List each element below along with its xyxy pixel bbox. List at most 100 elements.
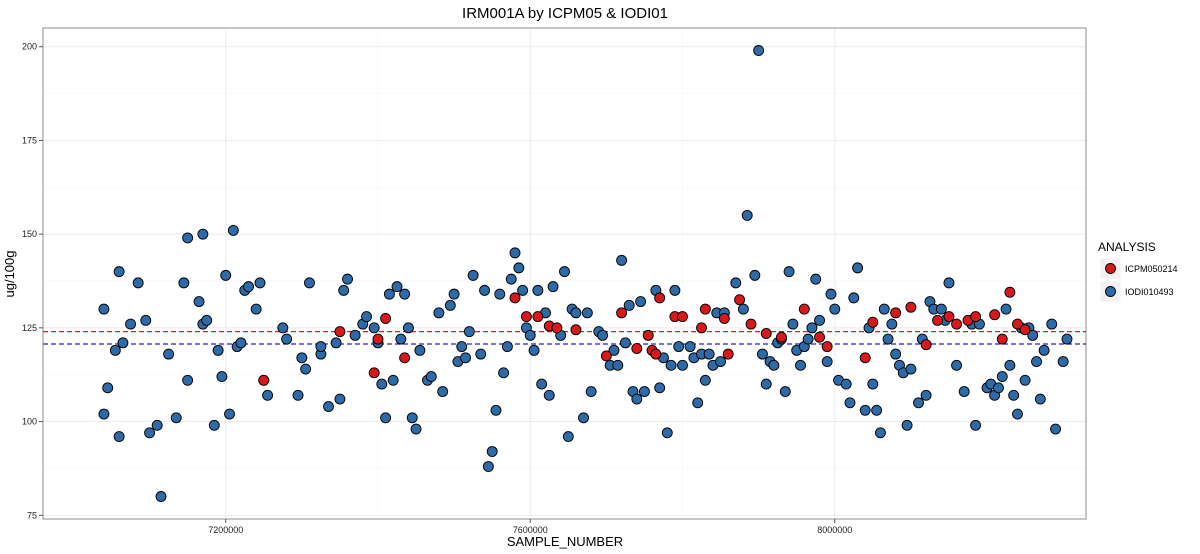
data-point-iodi010493 [1034, 393, 1046, 405]
data-point-iodi010493 [163, 348, 175, 360]
y-tick-label: 125 [22, 323, 37, 333]
data-point-iodi010493 [262, 389, 274, 401]
data-point-icpm050214 [380, 313, 392, 324]
axis-ticks: 75 100 125 150 175 200 7200000 7600000 8000000 [22, 42, 852, 535]
data-point-icpm050214 [551, 322, 563, 334]
data-point-iodi010493 [825, 288, 837, 300]
data-point-icpm050214 [699, 303, 711, 315]
data-point-icpm050214 [654, 292, 666, 304]
data-point-icpm050214 [943, 311, 955, 323]
data-point-iodi010493 [1027, 329, 1039, 341]
data-point-iodi010493 [1061, 333, 1073, 345]
data-point-iodi010493 [886, 318, 898, 330]
data-point-icpm050214 [821, 341, 833, 353]
data-point-iodi010493 [756, 348, 768, 360]
data-point-iodi010493 [859, 404, 871, 416]
data-point-iodi010493 [208, 419, 220, 431]
data-point-iodi010493 [498, 367, 510, 379]
data-point-icpm050214 [1004, 286, 1016, 298]
data-point-iodi010493 [692, 397, 704, 409]
data-point-icpm050214 [905, 301, 917, 313]
legend-title: ANALYSIS [1098, 240, 1156, 254]
data-point-iodi010493 [395, 333, 407, 345]
data-point-iodi010493 [467, 269, 479, 281]
data-point-icpm050214 [1012, 318, 1023, 330]
data-point-icpm050214 [859, 352, 871, 364]
data-point-iodi010493 [806, 322, 818, 334]
data-point-iodi010493 [970, 419, 982, 431]
data-point-iodi010493 [597, 329, 609, 341]
data-point-iodi010493 [338, 284, 350, 296]
data-point-iodi010493 [391, 281, 403, 293]
data-point-iodi010493 [616, 254, 628, 266]
data-point-iodi010493 [109, 344, 121, 356]
data-point-iodi010493 [547, 281, 559, 293]
data-point-iodi010493 [935, 303, 947, 315]
data-point-iodi010493 [737, 303, 749, 315]
data-point-iodi010493 [703, 348, 715, 360]
data-point-iodi010493 [197, 228, 209, 240]
data-point-iodi010493 [1008, 389, 1020, 401]
data-point-iodi010493 [669, 284, 681, 296]
data-point-iodi010493 [517, 284, 529, 296]
legend-key-iodi010493 [1105, 286, 1116, 297]
data-point-iodi010493 [802, 333, 814, 345]
data-point-iodi010493 [456, 341, 468, 353]
data-point-iodi010493 [349, 329, 361, 341]
data-point-iodi010493 [878, 303, 890, 315]
data-point-icpm050214 [372, 333, 384, 345]
data-point-iodi010493 [562, 431, 574, 442]
data-point-iodi010493 [524, 329, 536, 341]
data-point-iodi010493 [654, 382, 666, 394]
data-point-iodi010493 [741, 209, 753, 221]
data-point-icpm050214 [334, 326, 346, 338]
data-point-iodi010493 [463, 326, 475, 338]
data-point-iodi010493 [532, 284, 544, 296]
x-tick-label: 7200000 [208, 525, 243, 535]
legend-key-icpm050214 [1105, 263, 1116, 274]
data-point-iodi010493 [182, 232, 194, 244]
x-tick-label: 7600000 [513, 525, 548, 535]
data-point-icpm050214 [570, 324, 582, 336]
data-point-iodi010493 [482, 461, 494, 472]
data-point-iodi010493 [905, 363, 917, 375]
data-points [98, 45, 1073, 502]
data-point-icpm050214 [532, 311, 544, 323]
data-point-iodi010493 [151, 419, 163, 431]
data-point-iodi010493 [98, 303, 110, 315]
data-point-iodi010493 [437, 386, 449, 398]
data-point-iodi010493 [224, 408, 235, 420]
data-point-iodi010493 [513, 262, 525, 274]
data-point-icpm050214 [718, 313, 730, 324]
data-point-iodi010493 [155, 491, 167, 502]
data-point-iodi010493 [1046, 318, 1058, 330]
data-point-iodi010493 [490, 404, 502, 416]
data-point-iodi010493 [585, 386, 597, 398]
data-point-iodi010493 [665, 359, 677, 371]
data-point-iodi010493 [425, 371, 437, 383]
data-point-iodi010493 [619, 337, 631, 349]
data-point-icpm050214 [890, 307, 902, 319]
data-point-iodi010493 [315, 341, 327, 353]
data-point-iodi010493 [216, 371, 228, 383]
data-point-iodi010493 [559, 266, 570, 278]
y-tick-label: 175 [22, 135, 37, 145]
data-point-iodi010493 [323, 401, 334, 413]
data-point-iodi010493 [132, 277, 144, 289]
data-point-iodi010493 [113, 266, 125, 278]
data-point-iodi010493 [852, 262, 864, 274]
data-point-iodi010493 [783, 266, 795, 278]
y-axis-title: ug/100g [2, 251, 17, 298]
data-point-iodi010493 [402, 322, 414, 334]
data-point-iodi010493 [890, 348, 902, 360]
data-point-iodi010493 [212, 344, 224, 356]
data-point-iodi010493 [243, 281, 255, 293]
data-point-iodi010493 [410, 423, 422, 435]
data-point-iodi010493 [460, 352, 471, 364]
data-point-iodi010493 [840, 378, 852, 390]
data-point-icpm050214 [996, 333, 1008, 345]
data-point-iodi010493 [943, 277, 955, 289]
data-point-icpm050214 [745, 318, 757, 330]
data-point-iodi010493 [140, 314, 152, 326]
data-point-icpm050214 [600, 350, 612, 362]
